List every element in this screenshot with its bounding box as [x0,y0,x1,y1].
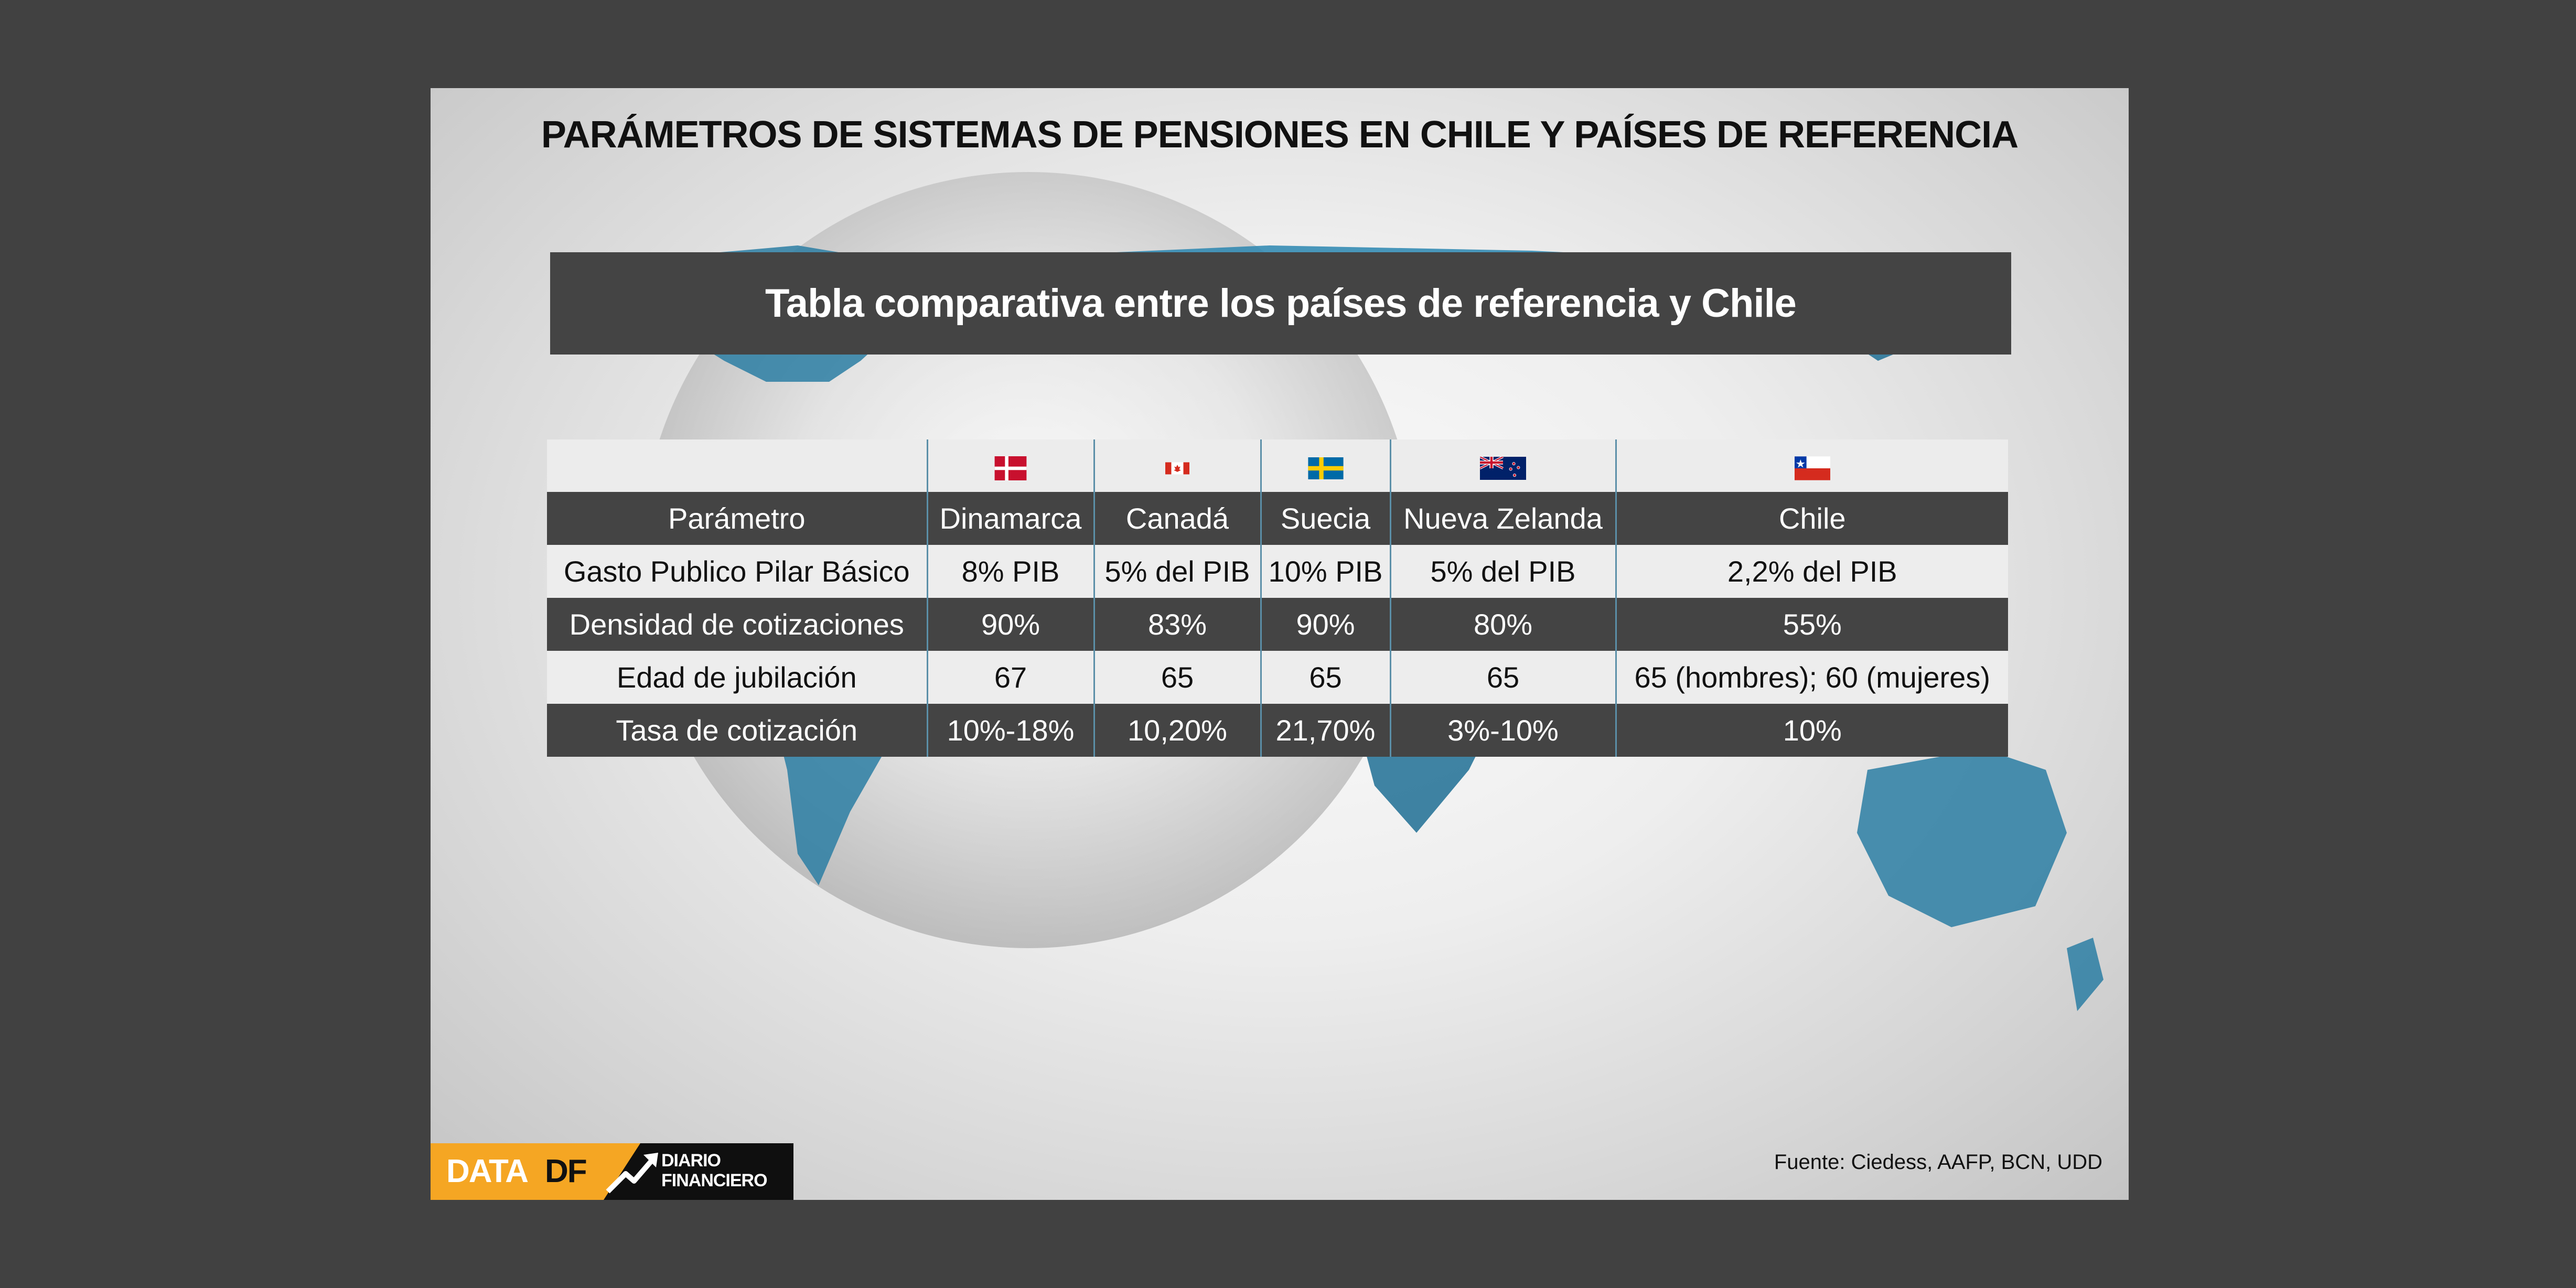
table-cell: 65 [1260,651,1390,704]
page-title: PARÁMETROS DE SISTEMAS DE PENSIONES EN C… [541,114,2019,156]
header-cell-parametro: Parámetro [547,492,927,545]
subtitle-text: Tabla comparativa entre los países de re… [765,281,1797,326]
table-cell: 65 [1093,651,1261,704]
flags-row [547,439,2008,492]
header-cell-dinamarca: Dinamarca [926,492,1094,545]
table-row: Gasto Publico Pilar Básico 8% PIB 5% del… [547,545,2008,598]
table-cell: 65 (hombres); 60 (mujeres) [1615,651,2008,704]
chile-flag-icon [1794,456,1830,480]
header-cell-chile: Chile [1615,492,2008,545]
row-label: Tasa de cotización [547,704,927,757]
table-row: Tasa de cotización 10%-18% 10,20% 21,70%… [547,704,2008,757]
header-cell-canada: Canadá [1093,492,1261,545]
subtitle-banner: Tabla comparativa entre los países de re… [550,252,2011,355]
denmark-flag-icon [994,456,1027,480]
table-cell: 3%-10% [1389,704,1616,757]
table-row: Densidad de cotizaciones 90% 83% 90% 80%… [547,598,2008,651]
header-cell-suecia: Suecia [1260,492,1390,545]
new-zealand-flag-icon [1480,456,1526,480]
flag-cell-dinamarca [926,439,1094,492]
table-cell: 80% [1389,598,1616,651]
table-cell: 90% [926,598,1094,651]
header-row: Parámetro Dinamarca Canadá Suecia Nueva … [547,492,2008,545]
table-cell: 90% [1260,598,1390,651]
logo-black-block [604,1143,793,1200]
row-label: Densidad de cotizaciones [547,598,927,651]
table-cell: 10,20% [1093,704,1261,757]
table-cell: 10% PIB [1260,545,1390,598]
table-cell: 67 [926,651,1094,704]
table-cell: 21,70% [1260,704,1390,757]
table-cell: 2,2% del PIB [1615,545,2008,598]
table-row: Edad de jubilación 67 65 65 65 65 (hombr… [547,651,2008,704]
table-cell: 10% [1615,704,2008,757]
table-cell: 5% del PIB [1389,545,1616,598]
logo-financiero-text: FINANCIERO [661,1171,768,1190]
row-label: Gasto Publico Pilar Básico [547,545,927,598]
table-cell: 10%-18% [926,704,1094,757]
table-cell: 8% PIB [926,545,1094,598]
logo-diario-financiero: DIARIO FINANCIERO [661,1151,768,1190]
table-cell: 65 [1389,651,1616,704]
comparison-table: Parámetro Dinamarca Canadá Suecia Nueva … [547,439,2008,757]
source-note: Fuente: Ciedess, AAFP, BCN, UDD [1774,1151,2102,1174]
table-cell: 55% [1615,598,2008,651]
flag-cell-chile [1615,439,2008,492]
logo-df-text: DF [545,1153,587,1189]
datadf-logo: DATA DF DIARIO FINANCIERO [431,1143,793,1200]
row-label: Edad de jubilación [547,651,927,704]
australia-shape [1857,749,2067,927]
canada-flag-icon [1165,462,1189,475]
infographic-card: PARÁMETROS DE SISTEMAS DE PENSIONES EN C… [431,88,2129,1200]
logo-data-text: DATA [446,1153,529,1189]
flag-cell-canada [1093,439,1261,492]
flag-cell-suecia [1260,439,1390,492]
sweden-flag-icon [1307,457,1344,479]
table-cell: 5% del PIB [1093,545,1261,598]
table-cell: 83% [1093,598,1261,651]
trend-arrow-icon [606,1153,658,1194]
header-cell-nueva-zelanda: Nueva Zelanda [1389,492,1616,545]
flag-cell-empty [547,439,927,492]
logo-diario-text: DIARIO [661,1151,721,1171]
flag-cell-nueva-zelanda [1389,439,1616,492]
